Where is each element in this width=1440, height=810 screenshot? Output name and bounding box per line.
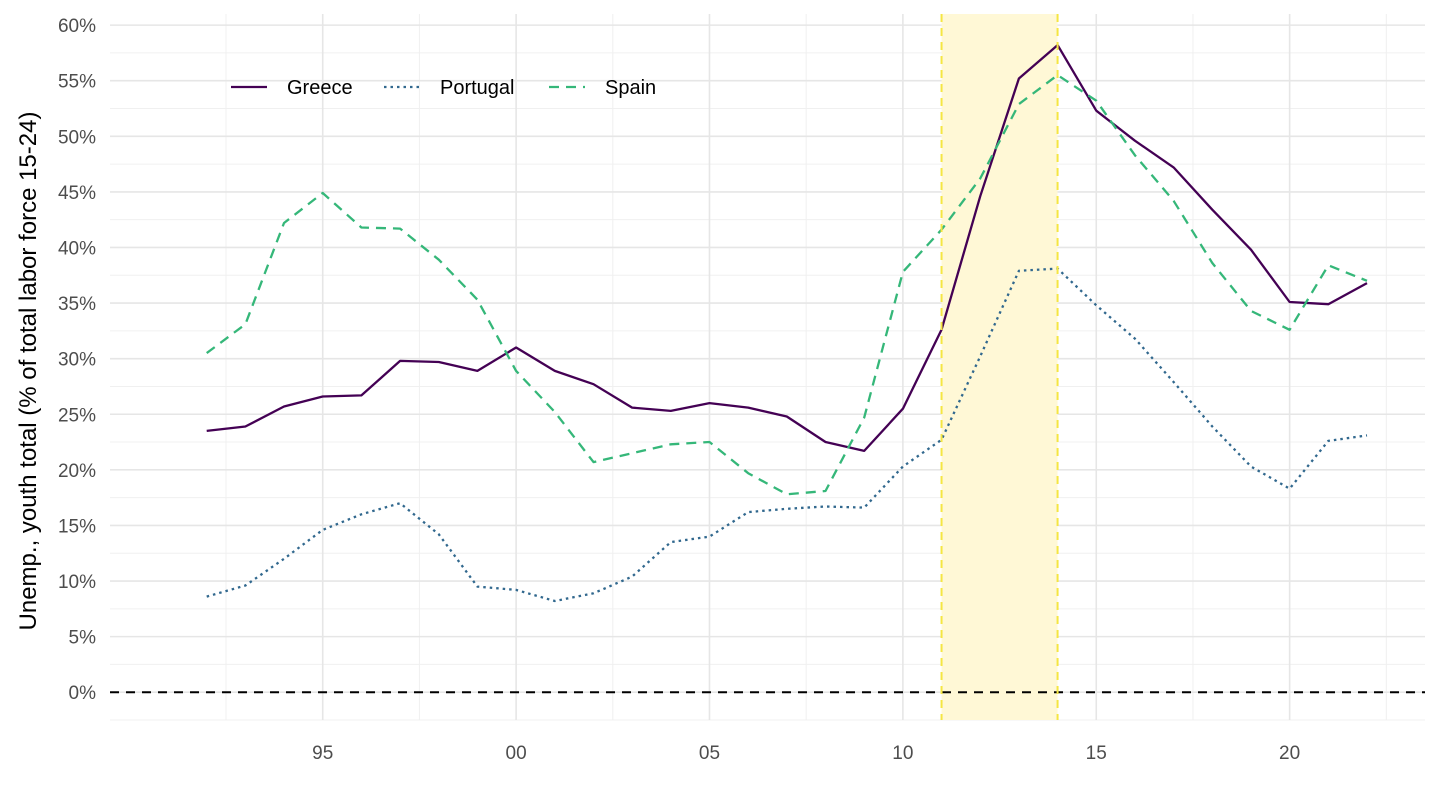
y-tick-label: 0% <box>69 683 97 704</box>
y-tick-label: 20% <box>58 461 96 482</box>
y-tick-label: 45% <box>58 183 96 204</box>
series-lines <box>206 14 1368 720</box>
y-tick-label: 30% <box>58 350 96 371</box>
y-tick-label: 60% <box>58 16 96 37</box>
x-tick-label: 20 <box>1279 743 1300 764</box>
y-tick-label: 25% <box>58 405 96 426</box>
x-tick-label: 95 <box>312 743 333 764</box>
series-line-greece <box>206 43 1368 453</box>
legend-label-portugal: Portugal <box>440 77 515 99</box>
y-tick-label: 55% <box>58 72 96 93</box>
legend: Greece Portugal Spain <box>231 77 656 99</box>
x-tick-label: 10 <box>892 743 913 764</box>
y-tick-label: 35% <box>58 294 96 315</box>
major-gridlines <box>110 14 1425 720</box>
y-axis-ticks: 0% 5% 10% 15% 20% 25% 30% 35% 40% 45% 50% 55% 60% <box>58 16 96 704</box>
minor-gridlines <box>110 14 1425 721</box>
y-tick-label: 40% <box>58 238 96 259</box>
series-line-spain <box>206 73 1368 496</box>
legend-label-greece: Greece <box>287 77 353 99</box>
x-tick-label: 15 <box>1086 743 1107 764</box>
y-axis-label: Unemp., youth total (% of total labor fo… <box>15 112 42 631</box>
x-tick-label: 00 <box>506 743 527 764</box>
highlight-band-fill <box>941 14 1058 720</box>
legend-label-spain: Spain <box>605 77 656 99</box>
y-tick-label: 5% <box>69 628 97 649</box>
highlight-band <box>941 14 1058 720</box>
x-axis-ticks: 95 00 05 10 15 20 <box>312 743 1300 764</box>
series-line-portugal <box>206 267 1368 603</box>
y-tick-label: 15% <box>58 516 96 537</box>
x-tick-label: 05 <box>699 743 720 764</box>
y-tick-label: 50% <box>58 127 96 148</box>
y-tick-label: 10% <box>58 572 96 593</box>
